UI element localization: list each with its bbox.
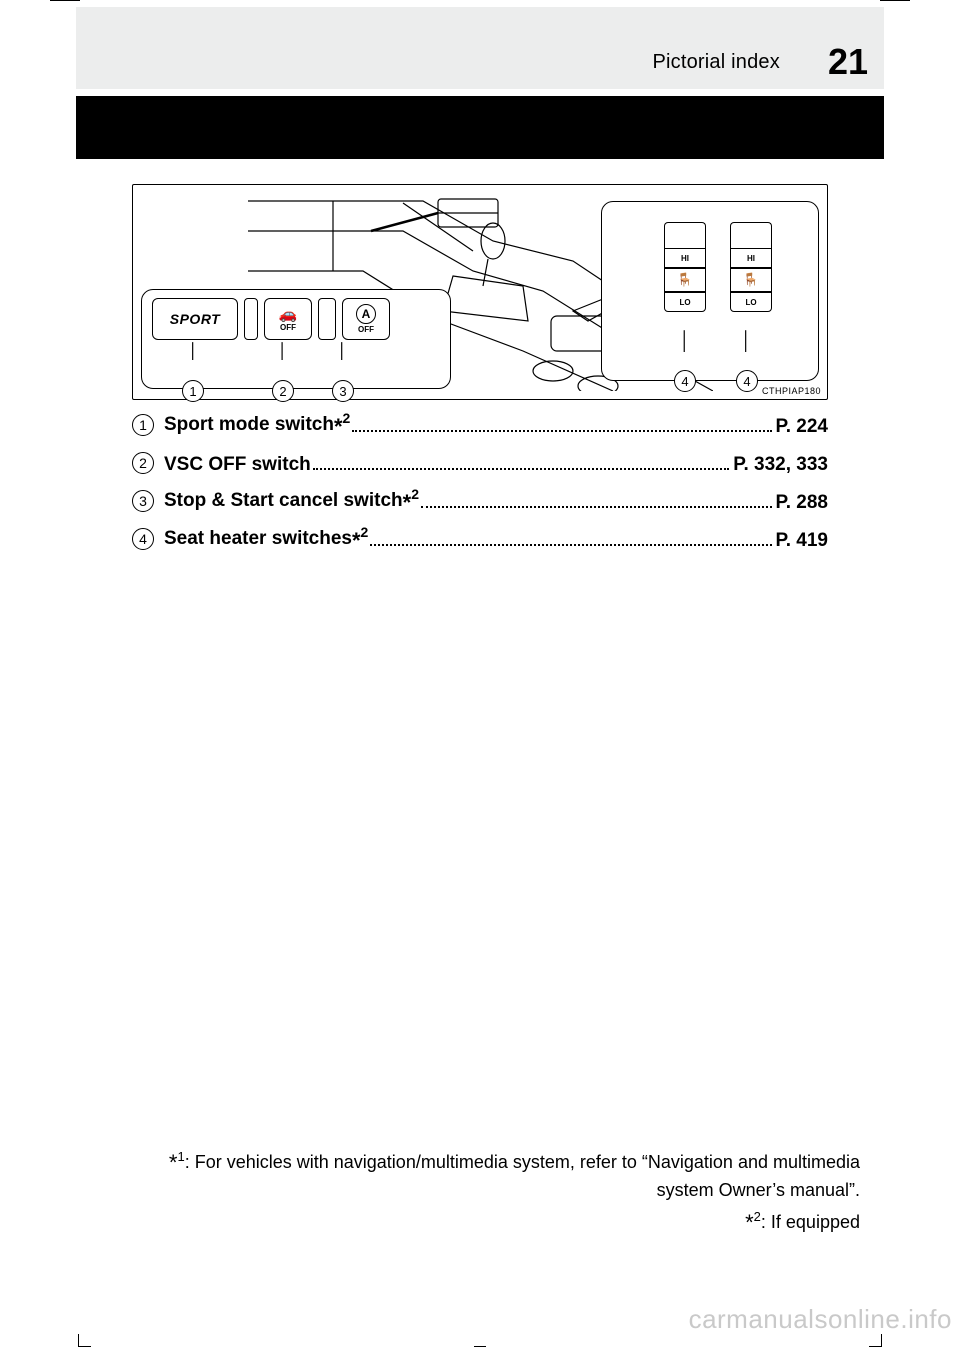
index-row: 1 Sport mode switch*2 P. 224	[132, 412, 828, 438]
callout-number-1: 1	[182, 380, 204, 402]
callout-number-4: 4	[674, 370, 696, 392]
index-label: Sport mode switch*2	[164, 412, 350, 438]
seat-icon: 🪑	[743, 272, 759, 288]
index-page: P. 288	[776, 492, 828, 514]
index-num: 3	[132, 490, 154, 512]
leader-dots	[352, 430, 771, 432]
seat-icon: 🪑	[677, 272, 693, 288]
switch-divider	[244, 298, 258, 340]
vsc-off-switch: 🚗 OFF	[264, 298, 312, 340]
leader-dots	[313, 468, 730, 470]
index-num: 2	[132, 452, 154, 474]
lo-label: LO	[730, 292, 772, 312]
seat-heater-left: HI 🪑 LO	[664, 222, 706, 312]
hi-label: HI	[664, 248, 706, 268]
sport-switch: SPORT	[152, 298, 238, 340]
watermark: carmanualsonline.info	[689, 1304, 952, 1335]
seat-heater-callout: HI 🪑 LO HI 🪑 LO 4 4	[601, 201, 819, 381]
seat-heater-right: HI 🪑 LO	[730, 222, 772, 312]
index-row: 3 Stop & Start cancel switch*2 P. 288	[132, 488, 828, 514]
index-row: 4 Seat heater switches*2 P. 419	[132, 526, 828, 552]
stop-start-switch: A OFF	[342, 298, 390, 340]
index-label: Seat heater switches*2	[164, 526, 368, 552]
footnotes: *1: For vehicles with navigation/multime…	[110, 1144, 860, 1237]
footnote-1: *1: For vehicles with navigation/multime…	[110, 1144, 860, 1204]
a-circle-icon: A	[356, 304, 376, 324]
diagram-ref-id: CTHPIAP180	[762, 386, 821, 396]
switch-divider	[318, 298, 336, 340]
black-band	[76, 96, 884, 159]
hi-label: HI	[730, 248, 772, 268]
lo-label: LO	[664, 292, 706, 312]
pictorial-index-list: 1 Sport mode switch*2 P. 224 2 VSC OFF s…	[132, 412, 828, 564]
index-label: VSC OFF switch	[164, 454, 311, 476]
callout-number-4: 4	[736, 370, 758, 392]
index-row: 2 VSC OFF switch P. 332, 333	[132, 450, 828, 476]
a-off-label: OFF	[358, 325, 374, 334]
callout-number-2: 2	[272, 380, 294, 402]
switch-panel-callout: SPORT 🚗 OFF A OFF 1 2 3	[141, 289, 451, 389]
leader-dots	[421, 506, 772, 508]
index-page: P. 224	[776, 416, 828, 438]
callout-number-3: 3	[332, 380, 354, 402]
diagram-box: SPORT 🚗 OFF A OFF 1 2 3	[132, 184, 828, 400]
index-page: P. 419	[776, 530, 828, 552]
footnote-2: *2: If equipped	[110, 1204, 860, 1237]
leader-dots	[370, 544, 771, 546]
vsc-off-label: OFF	[280, 323, 296, 332]
car-skid-icon: 🚗	[279, 307, 298, 322]
page-number: 21	[828, 41, 868, 83]
index-label: Stop & Start cancel switch*2	[164, 488, 419, 514]
section-title: Pictorial index	[652, 51, 780, 74]
index-page: P. 332, 333	[733, 454, 828, 476]
page-header: Pictorial index 21	[76, 7, 884, 89]
index-num: 1	[132, 414, 154, 436]
index-num: 4	[132, 528, 154, 550]
